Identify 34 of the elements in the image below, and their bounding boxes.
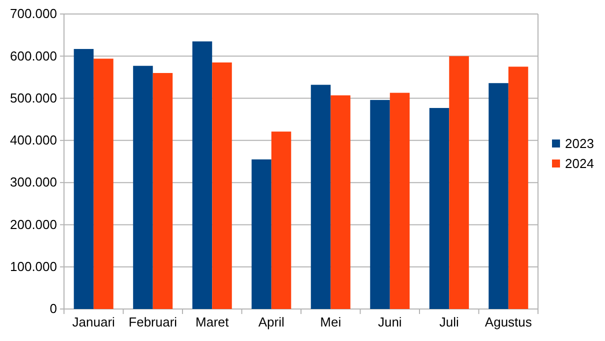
- y-tick-label: 0: [50, 301, 57, 316]
- bar: [74, 48, 94, 309]
- x-tick-label: April: [258, 314, 284, 330]
- bar: [252, 159, 272, 309]
- y-tick-label: 400.000: [10, 132, 57, 148]
- y-tick-label: 600.000: [10, 48, 57, 64]
- bar: [370, 100, 390, 309]
- x-tick-label: Mei: [320, 314, 342, 330]
- x-tick-label: Maret: [195, 314, 230, 330]
- x-tick-label: Agustus: [484, 314, 532, 330]
- y-tick-label: 700.000: [10, 6, 57, 22]
- bar: [192, 41, 212, 309]
- bar: [429, 108, 450, 309]
- legend-label: 2023: [565, 136, 594, 152]
- bar: [330, 95, 350, 309]
- bar: [508, 66, 528, 309]
- y-tick-label: 300.000: [10, 174, 57, 190]
- bar: [152, 73, 173, 309]
- legend-label: 2024: [565, 156, 594, 172]
- x-tick-label: Juni: [378, 314, 402, 330]
- bar: [271, 132, 292, 309]
- bar: [488, 83, 508, 309]
- bar: [94, 58, 114, 309]
- x-tick-label: Januari: [72, 314, 116, 330]
- y-tick-label: 500.000: [10, 90, 57, 106]
- bar: [449, 56, 469, 309]
- bar: [310, 84, 331, 309]
- x-tick-label: Februari: [128, 314, 178, 330]
- bar: [390, 92, 410, 309]
- y-tick-label: 100.000: [10, 259, 57, 274]
- x-tick-label: Juli: [439, 314, 460, 330]
- y-tick-label: 200.000: [10, 216, 57, 232]
- bar: [212, 62, 232, 309]
- bar: [133, 66, 153, 309]
